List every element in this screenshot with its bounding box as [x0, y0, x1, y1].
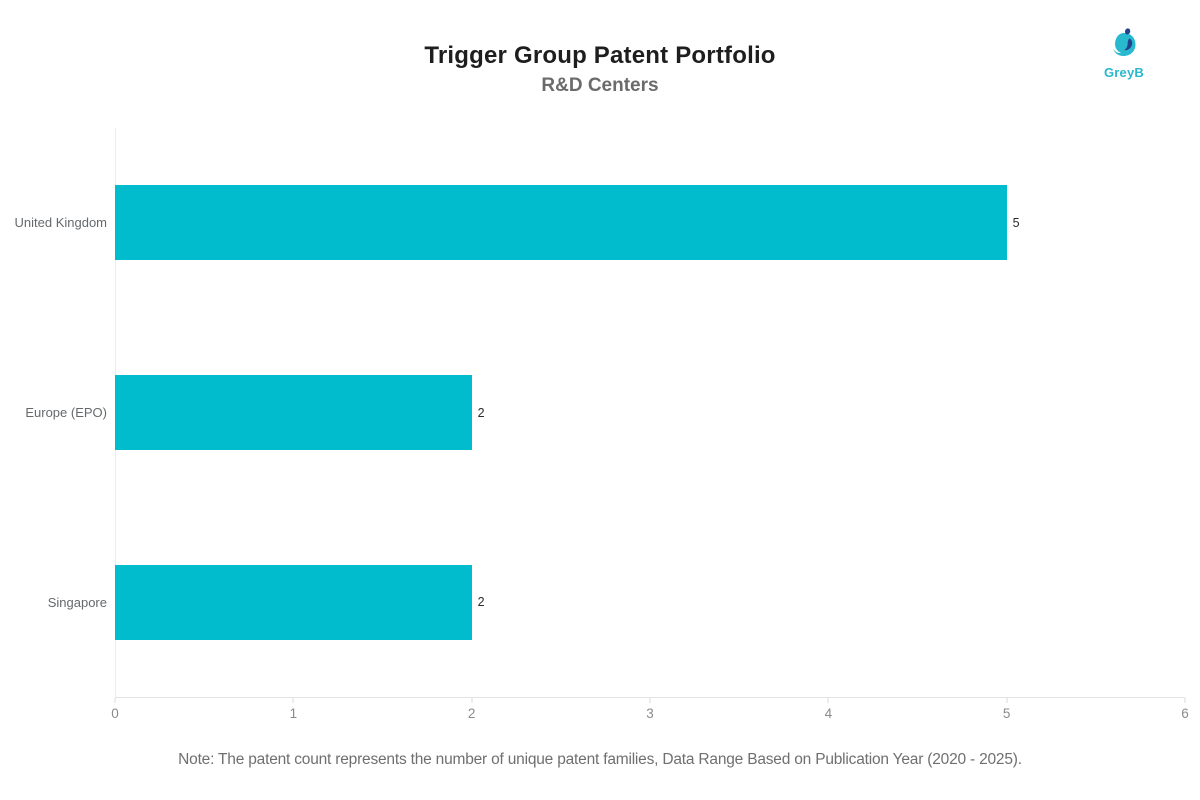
- x-axis-tick: [1184, 698, 1186, 703]
- x-axis-tick-label: 0: [111, 706, 119, 721]
- chart-header: Trigger Group Patent Portfolio R&D Cente…: [0, 42, 1200, 97]
- x-axis-tick: [827, 698, 829, 703]
- bar-track: 2: [115, 564, 1185, 640]
- greyb-logo-text: GreyB: [1103, 65, 1145, 80]
- chart-rows: United Kingdom 5 Europe (EPO) 2 Singapore 2: [0, 128, 1185, 697]
- page-title: Trigger Group Patent Portfolio: [424, 42, 776, 69]
- x-axis-tick-label: 2: [467, 706, 476, 721]
- x-axis-tick: [292, 698, 294, 703]
- bar: [115, 375, 472, 450]
- category-label: Singapore: [47, 594, 107, 610]
- footer-note: Note: The patent count represents the nu…: [178, 751, 1022, 768]
- page-subtitle: R&D Centers: [541, 75, 659, 96]
- category-label: United Kingdom: [14, 215, 108, 231]
- bar-value-label: 5: [1012, 215, 1020, 230]
- x-axis-tick-label: 1: [289, 706, 298, 721]
- x-axis-tick-label: 6: [1181, 706, 1189, 721]
- greyb-logo-icon: [1113, 28, 1136, 56]
- bar-value-label: 2: [477, 405, 485, 420]
- x-axis-tick-label: 4: [824, 706, 833, 721]
- bar-row: Europe (EPO) 2: [0, 318, 1185, 508]
- bar-track: 2: [115, 375, 1185, 450]
- x-axis-tick: [471, 698, 473, 703]
- greyb-logo: GreyB: [1094, 26, 1154, 80]
- bar-row: United Kingdom 5: [0, 128, 1185, 318]
- bar-track: 5: [115, 185, 1185, 261]
- x-axis-tick: [649, 698, 651, 703]
- x-axis-tick: [114, 698, 116, 703]
- x-axis-tick-label: 3: [646, 706, 654, 721]
- bar: [115, 185, 1007, 261]
- bar-row: Singapore 2: [0, 507, 1185, 697]
- x-axis-tick-label: 5: [1002, 706, 1011, 721]
- bar-value-label: 2: [477, 595, 485, 610]
- x-axis: 0 1 2 3 4 5 6: [111, 697, 1189, 737]
- bar: [115, 564, 472, 640]
- category-label: Europe (EPO): [25, 405, 107, 420]
- x-axis-tick: [1006, 698, 1008, 703]
